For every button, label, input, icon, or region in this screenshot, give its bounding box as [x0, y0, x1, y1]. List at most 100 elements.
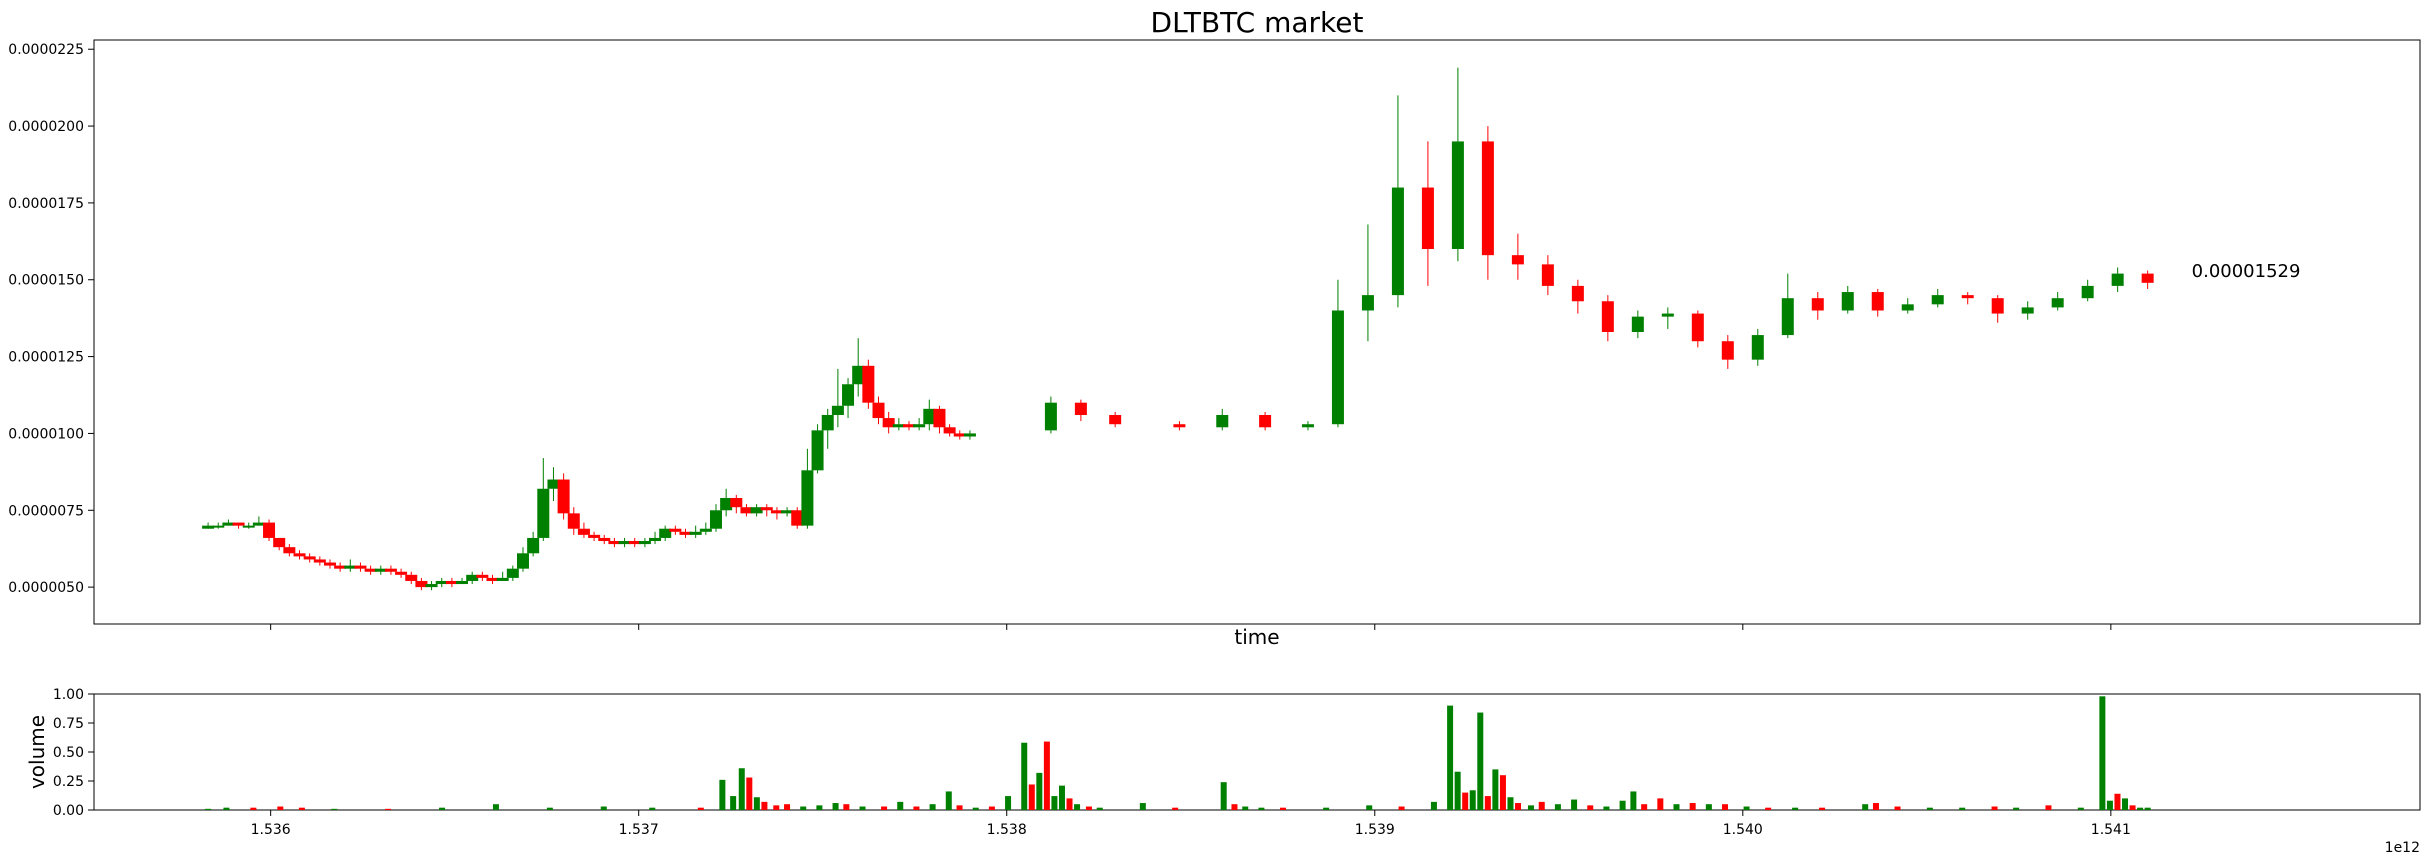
volume-bar-down: [1398, 806, 1405, 810]
candle-up: [811, 430, 824, 471]
volume-bar-up: [1673, 804, 1680, 810]
volume-bar-down: [1231, 804, 1238, 810]
candle-up: [638, 541, 651, 545]
candle-down: [1109, 414, 1122, 425]
volume-bar-up: [738, 768, 745, 810]
candle-up: [801, 470, 814, 526]
volume-bar-up: [1743, 806, 1750, 810]
candle-down: [384, 568, 397, 572]
volume-bar-up: [730, 796, 737, 810]
candle-down: [405, 574, 418, 581]
volume-plot-frame: [93, 693, 2421, 811]
candle-up: [2111, 273, 2124, 286]
candle-up: [1451, 141, 1464, 250]
chart-title: DLTBTC market: [1151, 6, 1364, 39]
x-tick-label: 1.540: [1723, 822, 1763, 838]
volume-bar-up: [1454, 771, 1461, 810]
candle-up: [963, 433, 976, 437]
candle-up: [689, 531, 702, 535]
candle-up: [1901, 304, 1914, 311]
volume-bar-up: [1242, 806, 1249, 810]
candle-down: [283, 547, 296, 554]
candle-down: [2141, 273, 2154, 283]
volume-bar-down: [1484, 796, 1491, 810]
candle-down: [882, 418, 895, 428]
candle-down: [476, 574, 489, 578]
candle-up: [496, 577, 509, 581]
volume-bar-up: [1705, 804, 1712, 810]
volume-bar-up: [1630, 791, 1637, 810]
candle-up: [781, 510, 794, 514]
volume-bar-down: [1641, 804, 1648, 810]
last-price-annotation: 0.00001529: [2192, 261, 2301, 282]
candle-down: [263, 522, 276, 538]
volume-bar-down: [988, 806, 995, 810]
candle-up: [506, 568, 519, 578]
candle-down: [730, 497, 743, 508]
volume-bar-up: [600, 806, 607, 810]
volume-bar-down: [1991, 806, 1998, 810]
candle-up: [547, 479, 560, 489]
candle-up: [456, 580, 469, 585]
volume-bar-down: [1499, 775, 1506, 810]
volume-bar-down: [1689, 803, 1696, 810]
y-tick-label: 0.0000100: [8, 426, 84, 442]
candle-up: [1361, 295, 1374, 311]
candle-up: [1631, 316, 1644, 332]
volume-bar-down: [773, 805, 780, 810]
candle-down: [1961, 295, 1974, 299]
candle-up: [750, 507, 763, 514]
y-tick-label: 0.0000225: [8, 42, 84, 58]
volume-bar-up: [1366, 805, 1373, 810]
candle-down: [943, 427, 956, 434]
volume-bar-up: [945, 791, 952, 810]
y-tick-label: 0.0000075: [8, 503, 84, 519]
x-axis-title: time: [1234, 625, 1279, 649]
volume-bar-up: [2137, 807, 2144, 810]
candle-up: [2051, 298, 2064, 308]
volume-y-tick-label: 1.00: [53, 687, 84, 703]
candle-down: [902, 424, 915, 428]
volume-bar-down: [784, 804, 791, 810]
candle-up: [466, 574, 479, 581]
candle-down: [1259, 414, 1272, 428]
volume-bar-up: [1021, 742, 1028, 810]
volume-bar-up: [1862, 804, 1869, 810]
volume-axis-title: volume: [25, 715, 49, 789]
candle-down: [1721, 341, 1734, 360]
volume-bar-down: [1028, 784, 1035, 810]
candle-down: [364, 568, 377, 572]
candle-down: [557, 479, 570, 514]
volume-bar-down: [1043, 741, 1050, 810]
candle-up: [1841, 292, 1854, 311]
candle-down: [933, 408, 946, 428]
volume-bar-up: [1323, 807, 1330, 810]
volume-bar-down: [1722, 804, 1729, 810]
candle-up: [537, 488, 550, 538]
candle-down: [679, 531, 692, 535]
candle-up: [1931, 295, 1944, 305]
volume-bar-up: [1096, 807, 1103, 810]
x-tick-label: 1.541: [2091, 822, 2131, 838]
volume-bar-down: [250, 807, 257, 810]
candle-down: [486, 577, 499, 581]
candle-up: [212, 525, 225, 528]
candle-down: [1871, 292, 1884, 311]
volume-bar-up: [1554, 804, 1561, 810]
candle-down: [303, 556, 316, 560]
candle-up: [1044, 402, 1057, 431]
volume-bar-up: [1571, 799, 1578, 810]
volume-bar-up: [2013, 807, 2020, 810]
volume-bar-down: [761, 801, 768, 810]
candle-up: [252, 522, 265, 526]
volume-bar-up: [2106, 800, 2113, 810]
candle-down: [770, 510, 783, 514]
candle-down: [628, 541, 641, 545]
volume-bar-down: [1819, 807, 1826, 810]
volume-bar-up: [649, 807, 656, 810]
candle-up: [1751, 335, 1764, 360]
volume-bar-up: [832, 803, 839, 810]
price-series-group: 0.00001529: [202, 67, 2301, 591]
